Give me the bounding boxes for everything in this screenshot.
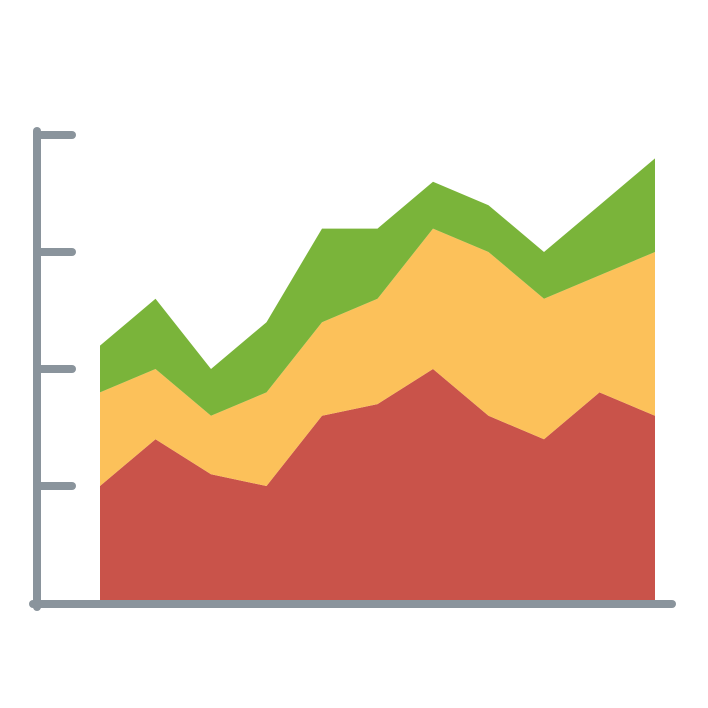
area <box>100 158 655 416</box>
area <box>100 228 655 486</box>
